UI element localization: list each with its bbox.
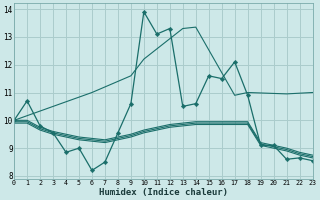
X-axis label: Humidex (Indice chaleur): Humidex (Indice chaleur): [99, 188, 228, 197]
